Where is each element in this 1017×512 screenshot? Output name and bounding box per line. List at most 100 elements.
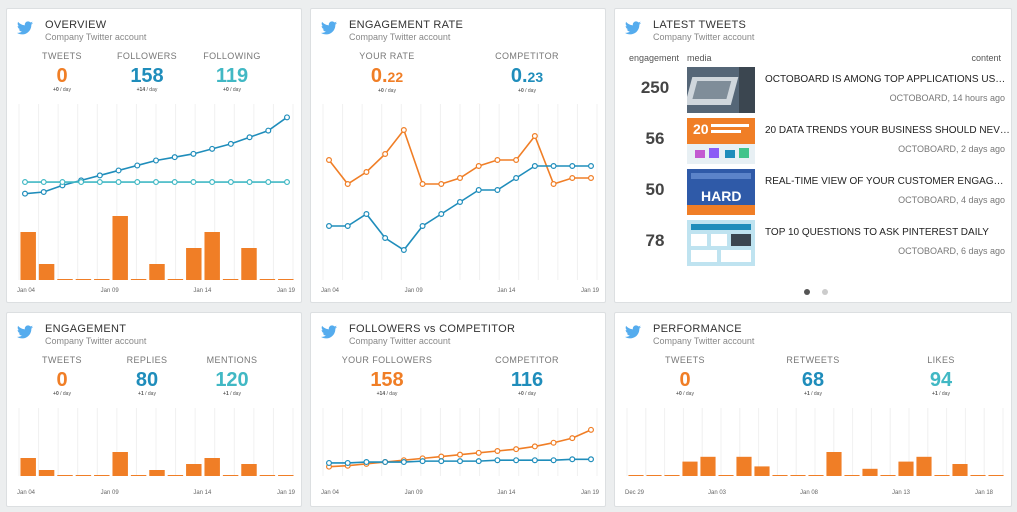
bar [790,475,806,476]
metric-value: 0.22 [370,65,404,87]
bar [222,279,239,280]
overview-chart: Jan 04 Jan 09 Jan 14 Jan 19 [17,104,296,294]
data-point [209,145,216,152]
data-point [588,456,595,463]
data-point [438,210,445,217]
bar [844,475,860,476]
tweet-text[interactable]: 20 DATA TRENDS YOUR BUSINESS SHOULD NEVE… [765,125,1010,136]
bar [628,475,644,476]
data-point [265,179,272,186]
metric-value: 0 [56,369,68,391]
data-point [531,162,538,169]
data-point [382,150,389,157]
data-point [382,459,389,466]
bar [204,232,220,280]
metric-value: 158 [130,65,164,87]
data-point [513,457,520,464]
card-subtitle: Company Twitter account [653,336,755,346]
bar [186,248,202,280]
metric-value: 119 [215,65,249,87]
bar [880,475,896,476]
data-point [363,459,370,466]
data-point [475,162,482,169]
pagination-dot-active[interactable] [804,289,810,295]
x-tick-label: Jan 14 [193,288,212,294]
bar [646,475,662,476]
x-tick-label: Jan 03 [708,490,727,496]
tweet-engagement: 56 [645,129,665,148]
data-point [550,439,557,446]
bar [826,452,842,476]
data-point [494,447,501,454]
metric-competitor: COMPETITOR 116 +0 / day [477,355,577,397]
metric-delta: +1 / day [804,391,822,397]
bar [112,452,128,476]
data-point [438,458,445,465]
tweet-media-thumbnail[interactable]: 20 [687,118,755,164]
x-tick-label: Jan 14 [193,490,212,496]
data-point [419,180,426,187]
data-point [569,435,576,442]
bar [149,470,165,476]
data-point [134,179,141,186]
x-tick-label: Jan 04 [17,288,36,294]
data-point [134,162,141,169]
metric-delta: +0 / day [53,87,71,93]
overview-card: OVERVIEW Company Twitter account TWEETS 0… [6,8,302,303]
performance-card: PERFORMANCE Company Twitter account TWEE… [614,312,1012,507]
latest-tweets-card: LATEST TWEETS Company Twitter account en… [614,8,1012,303]
bar [862,468,878,476]
data-point [326,156,333,163]
tweet-row[interactable]: 78 TOP 10 QUESTIONS TO ASK PINTEREST DAI… [625,220,1005,268]
card-subtitle: Company Twitter account [45,336,147,346]
x-tick-label: Jan 09 [101,490,120,496]
data-point [457,458,464,465]
card-title: LATEST TWEETS [653,19,747,31]
data-point [190,150,197,157]
metric-tweets: TWEETS 0 +0 / day [12,355,112,397]
engagement-rate-card: ENGAGEMENT RATE Company Twitter account … [310,8,606,303]
data-point [190,179,197,186]
tweet-row[interactable]: 50 HARD REAL-TIME VIEW OF YOUR CUSTOMER … [625,169,1010,217]
bar [664,475,680,476]
x-tick-label: Jan 14 [497,288,516,294]
data-point [475,449,482,456]
column-media-header: media [687,53,712,63]
tweet-media-thumbnail[interactable] [687,67,755,113]
metric-label: FOLLOWING [203,51,261,61]
data-point [363,210,370,217]
bar [898,461,914,476]
tweet-text[interactable]: OCTOBOARD IS AMONG TOP APPLICATIONS USE.… [765,74,1010,85]
metric-tweets: TWEETS 0 +0 / day [635,355,735,397]
tweet-meta: OCTOBOARD, 4 days ago [898,195,1005,205]
tweet-text[interactable]: TOP 10 QUESTIONS TO ASK PINTEREST DAILY [765,227,989,238]
thumbnail-text: HARD [701,188,741,204]
data-point [475,186,482,193]
bar [57,475,73,476]
data-point [246,179,253,186]
twitter-bird-icon [321,21,337,35]
data-point [457,451,464,458]
pagination-dot[interactable] [822,289,828,295]
tweet-media-thumbnail[interactable] [687,220,755,266]
tweet-row[interactable]: 56 20 20 DATA TRENDS YOUR BUSINESS SHOUL… [625,118,1010,166]
performance-chart: Dec 29 Jan 03 Jan 08 Jan 13 Jan 18 [625,408,1004,496]
metric-delta: +0 / day [53,391,71,397]
x-tick-label: Dec 29 [625,490,645,496]
bar [94,279,110,280]
metric-value: 0 [679,369,691,391]
bar [278,475,294,476]
metric-delta: +0 / day [378,88,396,94]
bar [222,475,239,476]
followers-vs-competitor-card: FOLLOWERS vs COMPETITOR Company Twitter … [310,312,606,507]
tweet-row[interactable]: 250 OCTOBOARD IS AMONG TOP APPLICATIONS … [625,67,1010,115]
data-point [284,114,291,121]
bar [916,456,932,476]
card-title: ENGAGEMENT [45,323,127,335]
engagement-chart: Jan 04 Jan 09 Jan 14 Jan 19 [17,408,296,496]
data-point [209,179,216,186]
engagement-card: ENGAGEMENT Company Twitter account TWEET… [6,312,302,507]
tweet-media-thumbnail[interactable]: HARD [687,169,755,215]
tweet-text[interactable]: REAL-TIME VIEW OF YOUR CUSTOMER ENGAGEM.… [765,176,1010,187]
column-content-header: content [971,53,1001,63]
